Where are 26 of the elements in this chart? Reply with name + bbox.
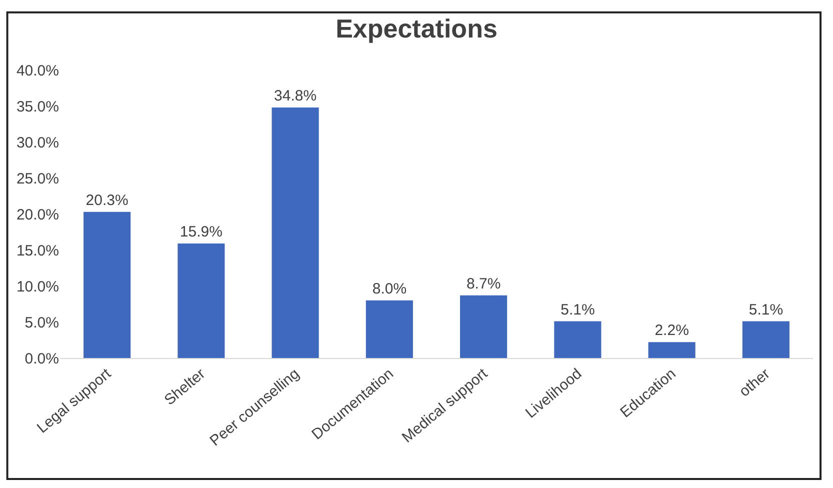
data-label: 5.1% <box>560 301 595 318</box>
bar <box>272 107 319 358</box>
y-tick-label: 35.0% <box>16 98 59 116</box>
bar <box>460 295 508 358</box>
y-tick-label: 0.0% <box>24 350 59 368</box>
data-label: 34.8% <box>274 87 317 104</box>
y-tick-label: 10.0% <box>16 278 59 296</box>
chart-title: Expectations <box>336 14 498 44</box>
data-label: 8.7% <box>466 275 501 292</box>
data-label: 8.0% <box>372 280 407 298</box>
bar <box>84 212 131 358</box>
y-tick-label: 30.0% <box>16 134 59 152</box>
y-tick-label: 20.0% <box>16 206 59 224</box>
y-tick-label: 15.0% <box>16 242 59 260</box>
bar <box>366 300 413 358</box>
data-label: 2.2% <box>654 322 689 340</box>
y-tick-label: 5.0% <box>24 314 59 332</box>
y-tick-label: 40.0% <box>16 62 59 80</box>
data-label: 15.9% <box>180 224 222 241</box>
data-label: 5.1% <box>748 301 784 318</box>
bar <box>742 321 790 358</box>
bar <box>648 342 696 358</box>
data-label: 20.3% <box>86 192 128 209</box>
y-tick-label: 25.0% <box>16 170 59 188</box>
bar <box>178 244 225 358</box>
bar <box>554 321 602 358</box>
